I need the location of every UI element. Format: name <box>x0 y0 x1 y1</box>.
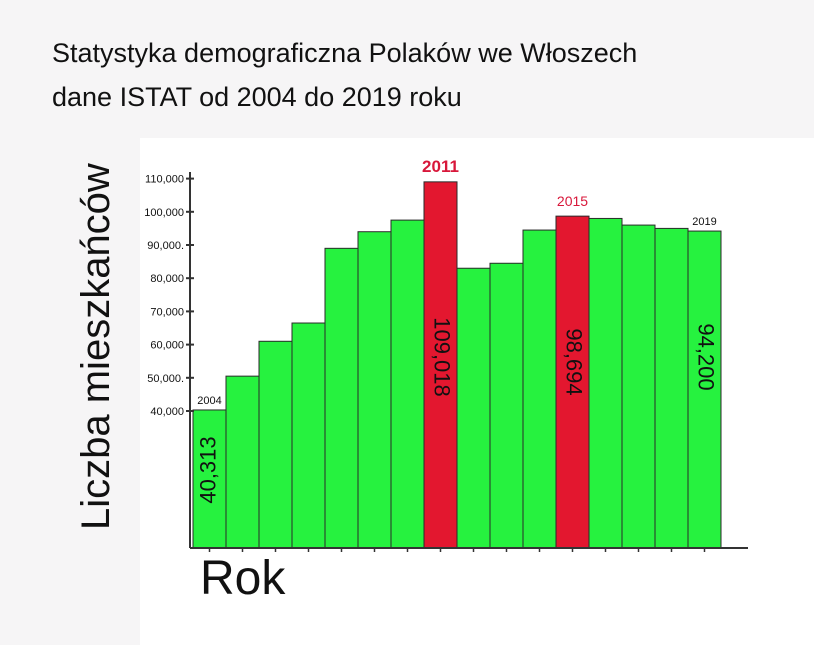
bar-2008 <box>324 247 359 549</box>
bar-2019 <box>687 230 722 549</box>
bar-2005 <box>225 375 260 549</box>
y-tick-label-100000: 100,000 <box>144 207 184 219</box>
bar-2007 <box>291 322 326 549</box>
category-label-2004: 2004 <box>197 395 221 407</box>
bar-2016 <box>588 217 623 549</box>
chart-title-line-1: Statystyka demograficzna Polaków we Włos… <box>52 38 638 68</box>
category-label-2015: 2015 <box>557 193 588 209</box>
y-tick-label-70000: 70,000 <box>150 306 184 318</box>
bar-2009 <box>357 231 392 549</box>
value-label-2019: 94,200 <box>694 323 719 390</box>
category-label-2011: 2011 <box>422 157 459 176</box>
bar-2006 <box>258 340 293 549</box>
y-tick-label-110000: 110,000 <box>145 174 184 186</box>
header-background <box>0 0 814 138</box>
y-tick-label-40000: 40,000 <box>150 406 184 418</box>
bar-2015 <box>555 215 590 549</box>
value-label-2015: 98,694 <box>562 328 587 395</box>
y-tick-label-90000: 90,000. <box>147 240 184 252</box>
left-margin-background <box>0 138 140 645</box>
bar-2018 <box>654 227 689 549</box>
bar-2012 <box>456 267 491 549</box>
x-axis-label: Rok <box>200 552 286 605</box>
value-label-2011: 109,018 <box>430 317 455 397</box>
bar-2014 <box>522 229 557 549</box>
y-tick-label-80000: 80,000 <box>150 273 184 285</box>
chart-title-line-2: dane ISTAT od 2004 do 2019 roku <box>52 82 462 112</box>
y-tick-label-60000: 60,000 <box>150 340 184 352</box>
bar-2013 <box>489 262 524 549</box>
bar-2004 <box>192 409 227 549</box>
value-label-2004: 40,313 <box>195 436 220 503</box>
bar-2017 <box>621 224 656 549</box>
bar-2010 <box>390 219 425 549</box>
y-tick-label-50000: 50,000. <box>147 373 184 385</box>
category-label-2019: 2019 <box>692 216 716 228</box>
